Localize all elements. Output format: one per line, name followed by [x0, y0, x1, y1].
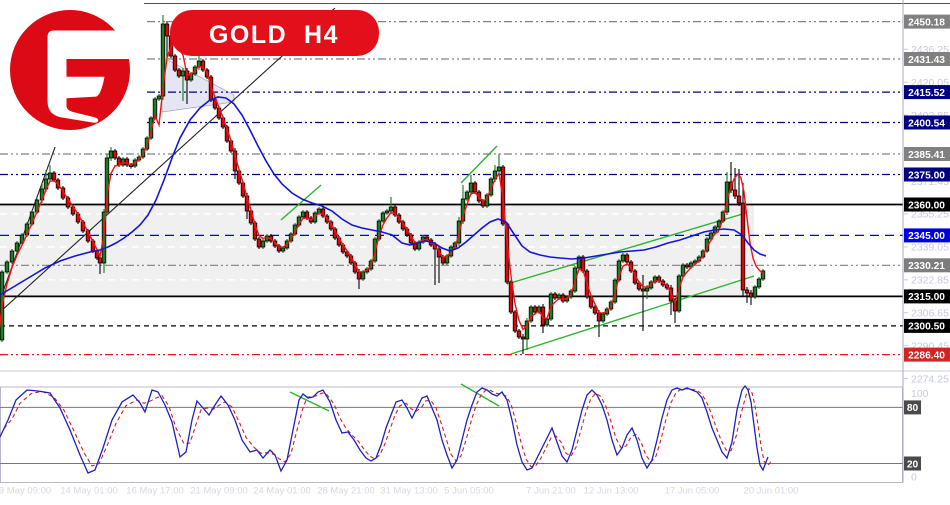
svg-text:28 May 21:00: 28 May 21:00 — [317, 486, 375, 497]
svg-text:24 May 01:00: 24 May 01:00 — [253, 486, 311, 497]
svg-text:2322.85: 2322.85 — [911, 275, 949, 287]
svg-text:2315.00: 2315.00 — [908, 292, 945, 303]
svg-text:2330.21: 2330.21 — [908, 261, 945, 272]
svg-text:2306.65: 2306.65 — [911, 308, 949, 320]
svg-text:2286.40: 2286.40 — [908, 350, 945, 361]
svg-text:21 May 09:00: 21 May 09:00 — [190, 486, 248, 497]
svg-text:5 Jun 05:00: 5 Jun 05:00 — [444, 486, 494, 497]
svg-text:9 May 09:00: 9 May 09:00 — [0, 486, 51, 497]
svg-text:2339.05: 2339.05 — [911, 242, 949, 254]
svg-text:2375.00: 2375.00 — [908, 170, 945, 181]
svg-text:2360.00: 2360.00 — [908, 200, 945, 211]
svg-text:17 Jun 05:00: 17 Jun 05:00 — [665, 486, 720, 497]
svg-text:0: 0 — [911, 471, 917, 483]
svg-text:2355.25: 2355.25 — [911, 209, 949, 221]
svg-text:2450.18: 2450.18 — [908, 17, 945, 28]
svg-text:2431.43: 2431.43 — [908, 55, 945, 66]
svg-text:2274.25: 2274.25 — [911, 373, 949, 385]
svg-text:12 Jun 13:00: 12 Jun 13:00 — [584, 486, 639, 497]
svg-text:80: 80 — [907, 403, 919, 414]
svg-text:14 May 01:00: 14 May 01:00 — [60, 486, 118, 497]
svg-text:20: 20 — [907, 459, 919, 470]
svg-text:20 Jun 01:00: 20 Jun 01:00 — [744, 486, 799, 497]
svg-text:2415.52: 2415.52 — [908, 88, 945, 99]
svg-text:2345.00: 2345.00 — [908, 231, 945, 242]
svg-text:2385.41: 2385.41 — [908, 150, 945, 161]
svg-text:16 May 17:00: 16 May 17:00 — [126, 486, 184, 497]
svg-text:7 Jun 21:00: 7 Jun 21:00 — [526, 486, 576, 497]
svg-text:2400.54: 2400.54 — [908, 118, 945, 129]
svg-text:GOLD H4: GOLD H4 — [209, 21, 339, 49]
svg-text:2300.50: 2300.50 — [908, 322, 945, 333]
svg-text:100: 100 — [911, 388, 929, 400]
svg-text:31 May 13:00: 31 May 13:00 — [380, 486, 438, 497]
